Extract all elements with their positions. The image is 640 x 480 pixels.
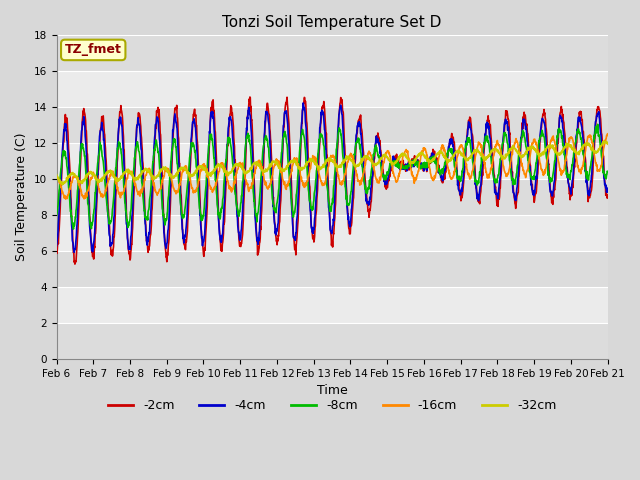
Legend: -2cm, -4cm, -8cm, -16cm, -32cm: -2cm, -4cm, -8cm, -16cm, -32cm — [103, 395, 561, 418]
Y-axis label: Soil Temperature (C): Soil Temperature (C) — [15, 133, 28, 262]
Text: TZ_fmet: TZ_fmet — [65, 43, 122, 57]
Title: Tonzi Soil Temperature Set D: Tonzi Soil Temperature Set D — [222, 15, 442, 30]
Bar — [56, 323, 607, 359]
X-axis label: Time: Time — [317, 384, 348, 397]
Bar — [56, 287, 607, 323]
Bar — [56, 251, 607, 287]
Bar — [56, 72, 607, 107]
Bar — [56, 36, 607, 72]
Bar — [56, 179, 607, 215]
Bar — [56, 107, 607, 143]
Bar — [56, 143, 607, 179]
Bar — [56, 215, 607, 251]
